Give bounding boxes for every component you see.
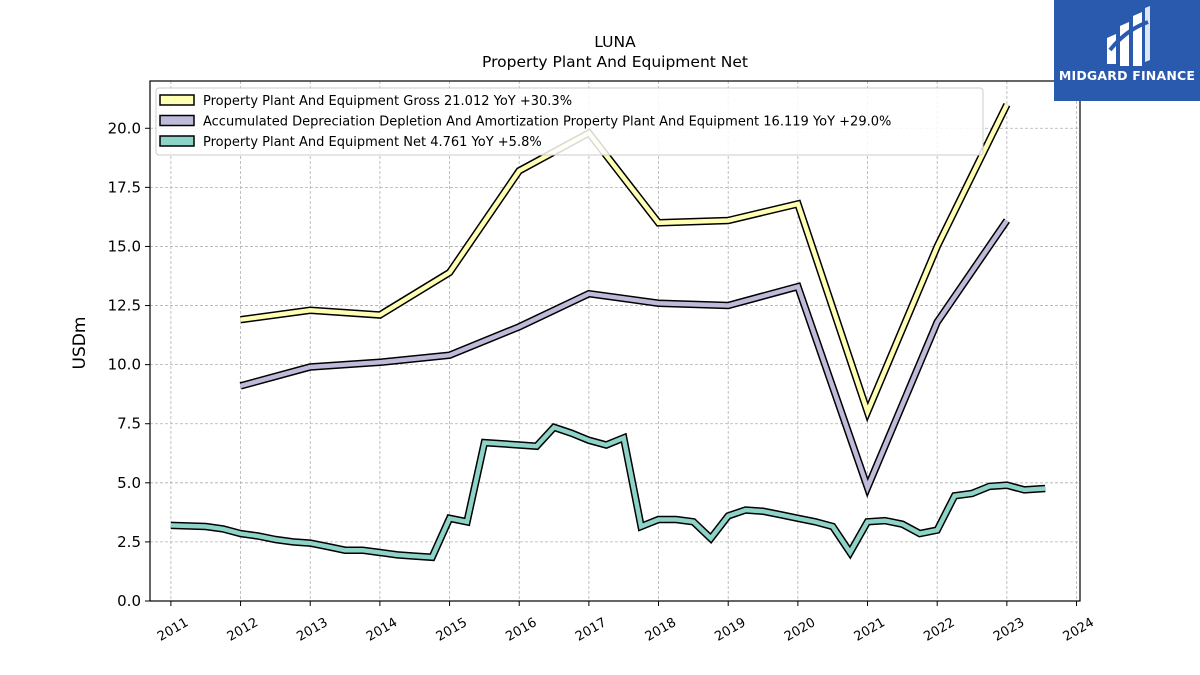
legend-box (155, 87, 984, 156)
x-tick-label: 2021 (852, 615, 888, 645)
brand-logo: MIDGARD FINANCE (1054, 0, 1200, 101)
legend-swatch-2 (159, 114, 195, 127)
legend: Property Plant And Equipment Gross 21.01… (155, 87, 984, 156)
x-tick-label: 2013 (294, 615, 330, 645)
midgard-logo-icon (1107, 6, 1150, 66)
y-tick-label: 5.0 (117, 474, 141, 492)
legend-label-3: Property Plant And Equipment Net 4.761 Y… (203, 135, 542, 150)
x-tick-label: 2014 (364, 615, 400, 645)
logo-text: MIDGARD FINANCE (1058, 68, 1196, 83)
legend-label-1: Property Plant And Equipment Gross 21.01… (203, 94, 572, 109)
y-tick-label: 0.0 (117, 592, 141, 610)
series-line-3 (170, 424, 1046, 560)
y-tick-label: 17.5 (108, 178, 141, 196)
x-tick-label: 2020 (782, 615, 818, 645)
series-line-1 (240, 103, 1009, 419)
y-tick-label: 10.0 (108, 356, 141, 374)
x-tick-label: 2012 (225, 615, 261, 645)
x-tick-label: 2019 (712, 615, 748, 645)
x-tick-label: 2017 (573, 615, 609, 645)
x-tick-label: 2015 (434, 615, 470, 645)
x-tick-label: 2023 (991, 615, 1027, 645)
legend-swatch-3 (159, 135, 195, 147)
y-tick-label: 12.5 (108, 297, 141, 315)
y-tick-label: 20.0 (108, 119, 141, 137)
x-tick-label: 2022 (921, 615, 957, 645)
x-tick-label: 2018 (643, 615, 679, 645)
y-axis-label: USDm (70, 317, 90, 370)
y-tick-label: 7.5 (117, 415, 141, 433)
x-tick-label: 2016 (503, 615, 539, 645)
chart-title: LUNA (594, 33, 636, 51)
x-tick-label: 2011 (155, 615, 191, 645)
series-line-outline-3 (170, 422, 1046, 562)
y-tick-label: 2.5 (117, 533, 141, 551)
legend-label-2: Accumulated Depreciation Depletion And A… (203, 115, 891, 130)
plot-frame (149, 80, 1081, 602)
chart-subtitle: Property Plant And Equipment Net (482, 53, 748, 71)
legend-swatch-1 (159, 94, 195, 106)
y-tick-label: 15.0 (108, 237, 141, 255)
x-tick-label: 2024 (1061, 615, 1097, 645)
series-line-2 (240, 219, 1009, 494)
